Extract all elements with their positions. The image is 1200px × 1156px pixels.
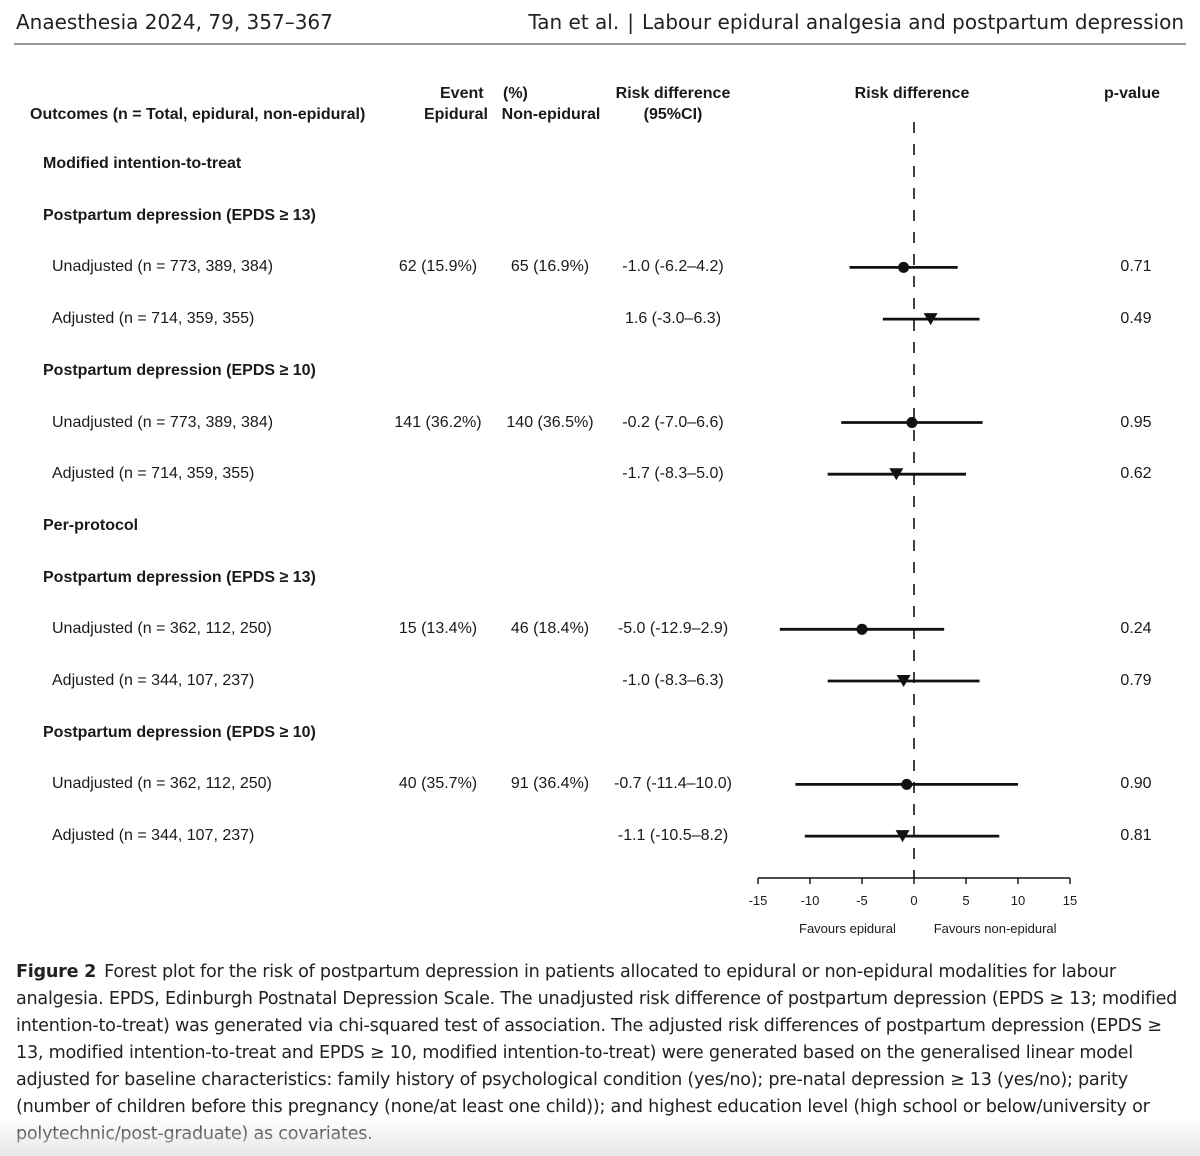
- point-estimate-circle: [898, 261, 910, 273]
- forest-plot-title: Risk difference: [854, 85, 970, 102]
- risk-difference-ci: -1.0 (-6.2–4.2): [622, 258, 724, 276]
- event-header: Event: [440, 85, 484, 102]
- non-epidural-events: 65 (16.9%): [510, 258, 590, 276]
- p-value: 0.90: [1120, 775, 1152, 793]
- p-value: 0.95: [1120, 413, 1152, 431]
- x-tick-label: -15: [749, 893, 768, 908]
- row-label: Adjusted (n = 344, 107, 237): [52, 672, 255, 689]
- figure-caption: Figure 2 Forest plot for the risk of post…: [16, 959, 1186, 1148]
- point-estimate-triangle: [923, 313, 938, 326]
- p-value: 0.49: [1120, 310, 1152, 328]
- row-label: Unadjusted (n = 773, 389, 384): [52, 413, 274, 431]
- figure-label: Figure 2: [16, 962, 97, 982]
- group-label: Postpartum depression (EPDS ≥ 13): [43, 206, 316, 224]
- non-epidural-events: 91 (36.4%): [510, 775, 590, 793]
- favours-epidural-label: Favours epidural: [799, 921, 896, 936]
- running-head: Tan et al. | Labour epidural analgesia and…: [528, 10, 1184, 34]
- p-value: 0.79: [1120, 672, 1152, 689]
- risk-difference-ci: -0.2 (-7.0–6.6): [622, 413, 724, 431]
- row-label: Unadjusted (n = 362, 112, 250): [52, 775, 272, 793]
- group-label: Postpartum depression (EPDS ≥ 10): [43, 723, 316, 741]
- header-rule: [14, 43, 1186, 45]
- bottom-fade: [0, 1116, 1200, 1156]
- non-epidural-header: Non-epidural: [501, 106, 601, 123]
- x-tick-label: -5: [856, 893, 868, 908]
- forest-plot: -15 -10 -5 0 5 10 15 Favours epidural Favours no…: [749, 122, 1077, 936]
- group-label: Postpartum depression (EPDS ≥ 13): [43, 568, 316, 586]
- p-value: 0.81: [1120, 827, 1152, 845]
- p-value: 0.62: [1120, 465, 1152, 483]
- p-value: 0.71: [1120, 258, 1152, 276]
- p-value-header: p-value: [1103, 85, 1160, 102]
- risk-difference-ci: -1.1 (-10.5–8.2): [617, 827, 729, 845]
- epidural-events: 141 (36.2%): [394, 413, 482, 431]
- short-title: Labour epidural analgesia and postpartum…: [641, 10, 1184, 34]
- authors: Tan et al.: [528, 10, 620, 34]
- point-estimate-triangle: [895, 830, 910, 843]
- point-estimate-circle: [901, 778, 913, 790]
- risk-difference-ci: -1.0 (-8.3–6.3): [622, 672, 724, 689]
- x-tick-label: 0: [910, 893, 917, 908]
- x-tick-label: 10: [1011, 893, 1025, 908]
- risk-difference-header: Risk difference: [615, 85, 731, 102]
- p-value: 0.24: [1120, 620, 1152, 638]
- x-tick-label: -10: [801, 893, 820, 908]
- row-label: Adjusted (n = 344, 107, 237): [52, 827, 255, 845]
- outcomes-header: Outcomes (n = Total, epidural, non-epidu…: [30, 106, 366, 123]
- group-label: Postpartum depression (EPDS ≥ 10): [43, 361, 316, 379]
- x-tick-label: 5: [962, 893, 969, 908]
- epidural-events: 15 (13.4%): [398, 620, 478, 638]
- point-estimate-triangle: [896, 675, 911, 687]
- section-label: Modified intention-to-treat: [43, 155, 242, 172]
- point-estimate-circle: [906, 417, 918, 428]
- risk-difference-ci: 1.6 (-3.0–6.3): [624, 310, 722, 328]
- x-tick-label: 15: [1063, 893, 1077, 908]
- point-estimate-circle: [856, 623, 868, 635]
- row-label: Unadjusted (n = 773, 389, 384): [52, 258, 274, 276]
- point-estimate-triangle: [889, 468, 904, 481]
- non-epidural-events: 140 (36.5%): [506, 413, 594, 431]
- section-label: Per-protocol: [43, 516, 139, 534]
- header-separator: |: [627, 10, 634, 34]
- row-label: Unadjusted (n = 362, 112, 250): [52, 620, 272, 638]
- page-header: Anaesthesia 2024, 79, 357–367 Tan et al.…: [0, 0, 1200, 48]
- risk-difference-ci: -1.7 (-8.3–5.0): [622, 465, 724, 483]
- percent-header: (%): [503, 85, 528, 102]
- row-label: Adjusted (n = 714, 359, 355): [52, 465, 255, 483]
- epidural-events: 40 (35.7%): [398, 775, 478, 793]
- epidural-header: Epidural: [423, 106, 488, 123]
- epidural-events: 62 (15.9%): [398, 258, 478, 276]
- risk-difference-ci: -0.7 (-11.4–10.0): [614, 775, 732, 793]
- row-label: Adjusted (n = 714, 359, 355): [52, 310, 255, 328]
- favours-non-epidural-label: Favours non-epidural: [934, 921, 1057, 936]
- journal-reference: Anaesthesia 2024, 79, 357–367: [16, 10, 333, 34]
- risk-difference-ci: -5.0 (-12.9–2.9): [617, 620, 729, 638]
- ci-header: (95%CI): [643, 106, 703, 123]
- caption-text: Forest plot for the risk of postpartum d…: [16, 962, 1178, 1144]
- non-epidural-events: 46 (18.4%): [510, 620, 590, 638]
